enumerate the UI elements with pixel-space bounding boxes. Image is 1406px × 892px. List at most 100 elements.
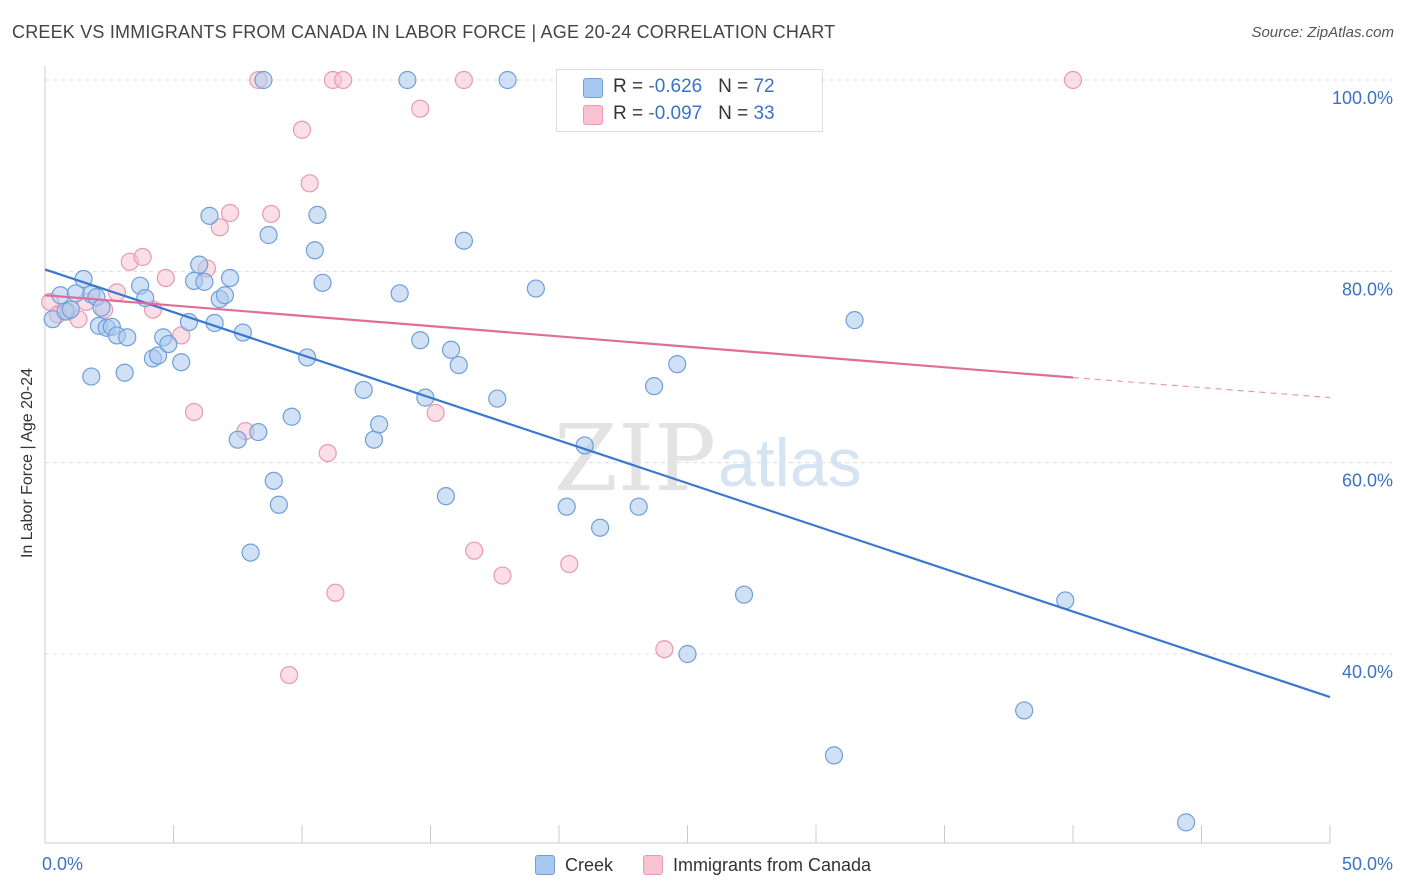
data-point-creek — [249, 422, 268, 442]
data-point-canada — [292, 120, 312, 139]
y-tick-label: 60.0% — [1342, 471, 1393, 491]
data-point-creek — [159, 334, 178, 354]
x-tick-label: 0.0% — [42, 854, 83, 874]
trend-lines — [44, 268, 1331, 699]
data-point-creek — [449, 355, 468, 375]
data-point-canada — [1063, 70, 1083, 90]
x-tick-label: 50.0% — [1342, 854, 1393, 874]
series-swatch-creek — [534, 855, 555, 875]
data-point-canada — [493, 566, 512, 585]
data-point-creek — [354, 380, 373, 400]
data-point-canada — [133, 247, 152, 267]
data-point-creek — [668, 355, 687, 374]
series-legend-creek[interactable]: Creek — [534, 853, 613, 877]
data-point-creek — [734, 585, 754, 604]
data-point-creek — [398, 70, 417, 90]
data-point-canada — [280, 665, 299, 685]
legend-r-label: R = — [613, 103, 649, 124]
legend-n-value: 33 — [753, 103, 775, 124]
legend-r-label: R = — [613, 76, 649, 97]
data-point-creek — [488, 389, 507, 408]
source-label: Source: ZipAtlas.com — [1251, 24, 1394, 41]
data-point-canada — [172, 326, 191, 345]
data-point-creek — [845, 311, 864, 330]
data-point-creek — [172, 353, 191, 372]
data-point-canada — [560, 554, 579, 574]
chart-title: CREEK VS IMMIGRANTS FROM CANADA IN LABOR… — [12, 22, 836, 42]
data-point-creek — [454, 231, 474, 250]
watermark-zip: ZIP — [554, 405, 716, 512]
series-immigrants-from-canada — [41, 70, 1083, 685]
data-point-canada — [156, 268, 175, 288]
data-point-canada — [210, 218, 229, 237]
data-point-creek — [308, 205, 327, 224]
correlation-legend: R = -0.626 N = 72 R = -0.097 N = 33 — [556, 69, 823, 132]
data-point-canada — [334, 70, 353, 90]
data-point-creek — [82, 367, 101, 386]
watermark: ZIP atlas — [554, 405, 862, 512]
data-point-creek — [215, 286, 234, 305]
data-point-creek — [148, 346, 168, 365]
series-creek — [43, 70, 1196, 832]
legend-r-value: -0.626 — [648, 76, 703, 97]
data-point-creek — [436, 487, 456, 506]
data-point-creek — [190, 255, 209, 274]
y-axis-title: In Labor Force | Age 20-24 — [19, 367, 36, 559]
data-point-creek — [200, 206, 219, 225]
data-point-creek — [259, 225, 278, 245]
data-point-creek — [557, 497, 576, 516]
data-point-creek — [118, 328, 137, 347]
data-point-creek — [416, 388, 435, 407]
data-point-creek — [441, 340, 461, 359]
legend-n-label: N = — [718, 103, 754, 124]
data-point-creek — [1015, 701, 1034, 720]
data-point-creek — [498, 70, 517, 90]
series-label-creek: Creek — [564, 854, 613, 875]
grid-layer — [45, 79, 1392, 655]
data-point-creek — [629, 497, 648, 516]
data-point-creek — [370, 415, 389, 434]
data-point-creek — [61, 300, 80, 319]
y-tick-label: 100.0% — [1332, 88, 1393, 108]
data-point-creek — [254, 70, 273, 90]
data-point-canada — [326, 583, 345, 602]
legend-text-creek: R = -0.626 N = 72 — [613, 76, 775, 98]
data-point-creek — [390, 284, 409, 303]
legend-n-label: N = — [718, 76, 754, 97]
axis-layer — [44, 66, 1331, 844]
trend-line-canada-extension — [1072, 376, 1331, 399]
data-point-canada — [300, 174, 319, 193]
data-point-creek — [264, 471, 283, 490]
data-point-creek — [195, 272, 214, 291]
series-legend: Creek Immigrants from Canada — [0, 853, 1406, 877]
data-point-creek — [1176, 813, 1196, 832]
legend-n-value: 72 — [753, 76, 775, 97]
tick-labels: 40.0% 60.0% 80.0% 100.0% 0.0% 50.0% — [42, 88, 1393, 874]
series-label-canada: Immigrants from Canada — [672, 854, 872, 875]
data-point-creek — [526, 279, 545, 298]
legend-swatch-creek — [583, 78, 603, 98]
series-legend-canada[interactable]: Immigrants from Canada — [642, 853, 872, 877]
data-point-canada — [655, 640, 674, 659]
data-point-canada — [318, 444, 337, 463]
trend-line-canada — [44, 294, 1074, 379]
legend-text-canada: R = -0.097 N = 33 — [613, 103, 775, 125]
data-point-creek — [644, 377, 664, 396]
data-point-creek — [824, 746, 844, 765]
data-point-canada — [220, 203, 240, 223]
watermark-atlas: atlas — [718, 425, 862, 501]
data-point-canada — [411, 99, 430, 118]
data-point-creek — [282, 407, 301, 426]
data-point-creek — [591, 518, 610, 537]
data-point-canada — [184, 402, 204, 422]
y-tick-label: 80.0% — [1342, 279, 1393, 299]
data-point-canada — [262, 204, 281, 224]
trend-line-creek — [44, 268, 1331, 699]
data-point-creek — [313, 273, 332, 292]
series-swatch-canada — [642, 855, 663, 875]
data-point-canada — [465, 541, 484, 560]
legend-swatch-canada — [583, 105, 603, 125]
data-point-creek — [269, 495, 288, 514]
data-point-creek — [220, 268, 240, 288]
data-point-creek — [241, 543, 260, 562]
